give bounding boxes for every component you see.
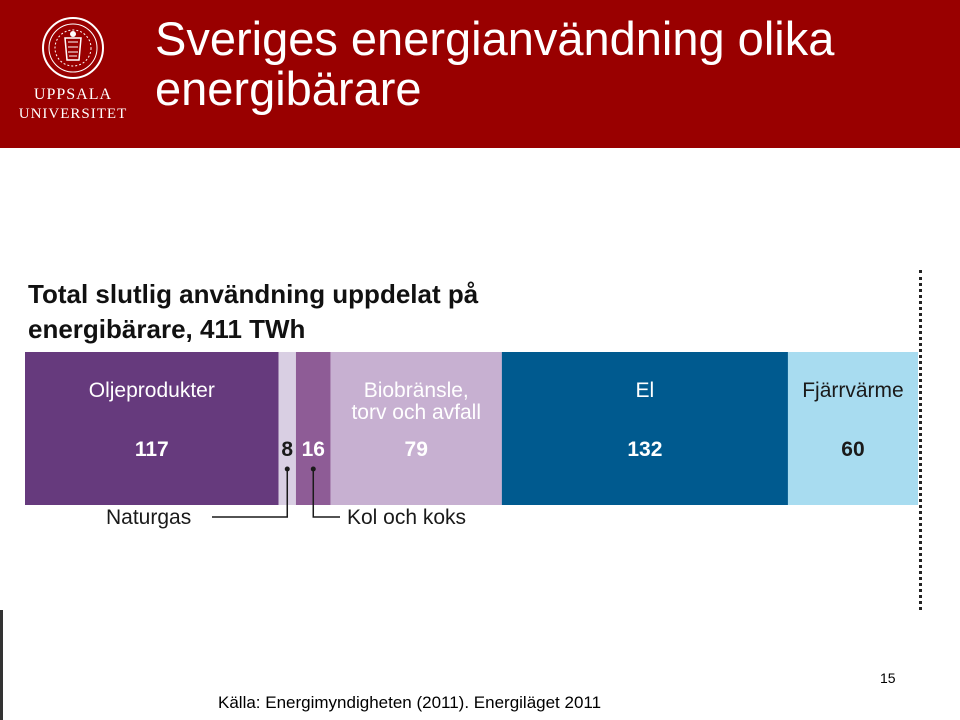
callout-line-naturgas (212, 469, 289, 518)
value-label-oljeprodukter: 117 (135, 438, 169, 461)
university-logo: UPPSALA UNIVERSITET (18, 16, 128, 128)
value-label-naturgas: 8 (281, 438, 293, 461)
bar-segment-oljeprodukter (25, 352, 279, 505)
segment-label-el: El (636, 379, 655, 402)
bar-segment-biobränsle-torv-och-avfall (330, 352, 502, 505)
logo-text-uppsala: UPPSALA (33, 86, 113, 103)
segment-label-biobränsle-torv-och-avfall: torv och avfall (351, 401, 481, 424)
source-citation: Källa: Energimyndigheten (2011). Energil… (218, 693, 602, 712)
page-number: 15 (880, 670, 896, 686)
logo-text-universitet: UNIVERSITET (18, 106, 128, 122)
segment-label-oljeprodukter: Oljeprodukter (89, 379, 215, 402)
slide-edge-line (0, 610, 3, 720)
callout-label-naturgas: Naturgas (106, 506, 191, 529)
page-title: Sveriges energianvändning olika energibä… (155, 12, 835, 115)
value-label-biobränsle-torv-och-avfall: 79 (405, 438, 428, 461)
segment-label-fjärrvärme: Fjärrvärme (802, 379, 904, 402)
chart-title-line-1: Total slutlig användning uppdelat på (28, 279, 479, 309)
university-seal-icon (42, 17, 104, 79)
energy-carrier-chart: Total slutlig användning uppdelat på ene… (0, 265, 960, 610)
bar-segment-naturgas (278, 352, 296, 505)
callout-label-kol-och-koks: Kol och koks (347, 506, 466, 529)
value-label-fjärrvärme: 60 (841, 438, 864, 461)
chart-image-border (919, 270, 922, 610)
value-label-kol-och-koks: 16 (302, 438, 325, 461)
segment-label-biobränsle-torv-och-avfall: Biobränsle, (364, 379, 469, 402)
value-label-el: 132 (627, 438, 662, 461)
callout-line-kol-och-koks (312, 469, 340, 518)
chart-title-line-2: energibärare, 411 TWh (28, 314, 305, 344)
bar-segment-fjärrvärme (787, 352, 918, 505)
bar-segment-el (501, 352, 788, 505)
header-bar: UPPSALA UNIVERSITET Sveriges energianvän… (0, 0, 960, 148)
